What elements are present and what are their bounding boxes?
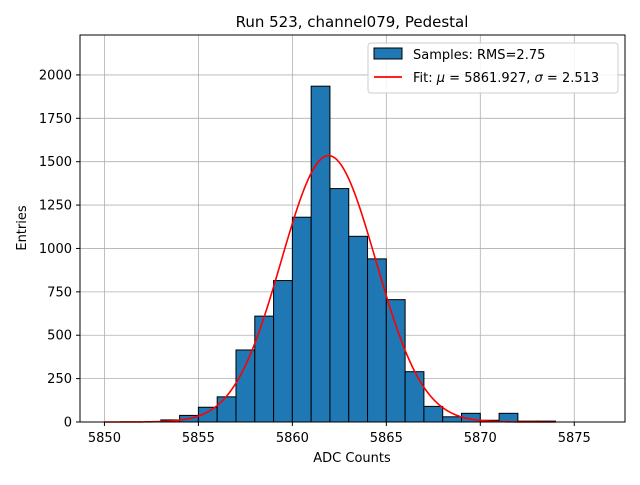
x-tick-label: 5850: [88, 431, 121, 446]
histogram-bar: [291, 216, 312, 423]
histogram-bar: [348, 235, 369, 423]
histogram-bar: [423, 405, 444, 423]
histogram-bar: [498, 412, 519, 423]
fit-curve: [104, 154, 556, 423]
y-tick-label: 1750: [39, 112, 72, 127]
legend-fit-prefix: Fit:: [413, 71, 437, 86]
legend-fit-eq1: =: [445, 71, 464, 86]
y-tick-label: 250: [47, 372, 72, 387]
histogram-bar: [329, 188, 350, 423]
x-tick-label: 5875: [558, 431, 591, 446]
y-tick-label: 0: [64, 416, 72, 431]
x-tick-label: 5865: [370, 431, 403, 446]
x-axis-label: ADC Counts: [313, 451, 391, 466]
legend-fit-sigma-value: 2.513: [562, 71, 599, 86]
legend-label-fit: Fit: μ = 5861.927, σ = 2.513: [413, 71, 599, 86]
chart-title: Run 523, channel079, Pedestal: [236, 13, 469, 31]
y-axis-ticks: 0 250 500 750 1000 1250 1500 1750 2000: [39, 68, 80, 431]
histogram-bar: [310, 85, 331, 423]
y-tick-label: 2000: [39, 68, 72, 83]
x-tick-label: 5870: [464, 431, 497, 446]
x-tick-label: 5860: [276, 431, 309, 446]
legend-fit-eq2: =: [543, 71, 562, 86]
y-tick-label: 1250: [39, 199, 72, 214]
legend-fit-sep: ,: [526, 71, 534, 86]
histogram-bars: [160, 85, 556, 423]
x-tick-label: 5855: [182, 431, 215, 446]
y-tick-label: 1000: [39, 242, 72, 257]
y-tick-label: 500: [47, 329, 72, 344]
legend-fit-mu-value: 5861.927: [464, 71, 526, 86]
histogram-bar: [367, 258, 387, 423]
y-axis-label: Entries: [15, 205, 30, 251]
legend-label-samples: Samples: RMS=2.75: [413, 48, 545, 63]
legend-fit-sigma-symbol: σ: [535, 71, 544, 86]
y-tick-label: 1500: [39, 155, 72, 170]
histogram-bar: [273, 280, 293, 423]
legend-box: [367, 42, 619, 94]
histogram-bar: [235, 349, 256, 423]
legend-swatch-samples: [373, 47, 403, 60]
x-axis-ticks: 5850 5855 5860 5865 5870 5875: [88, 422, 591, 446]
histogram-bar: [404, 371, 425, 423]
histogram-bar: [216, 396, 237, 423]
legend-fit-mu-symbol: μ: [436, 71, 445, 86]
plot-frame: [79, 34, 626, 423]
legend: Samples: RMS=2.75 Fit: μ = 5861.927, σ =…: [367, 42, 619, 94]
y-tick-label: 750: [47, 285, 72, 300]
histogram-bar: [385, 299, 406, 423]
histogram-bar: [254, 315, 275, 423]
histogram-bar: [442, 416, 463, 423]
